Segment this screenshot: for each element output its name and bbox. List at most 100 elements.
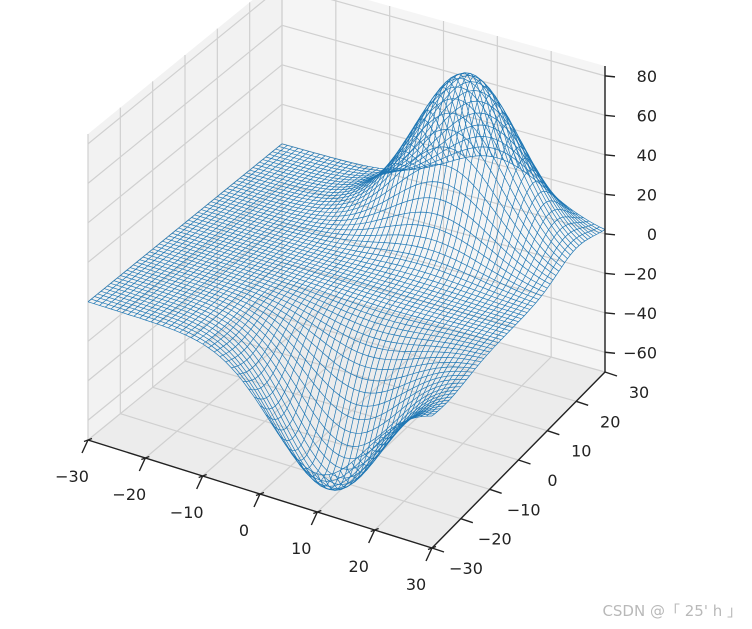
wire-line-y: [278, 146, 603, 232]
wire-line-y: [110, 283, 453, 479]
grid-line-wall-z: [281, 222, 606, 314]
z-tick-mark: [604, 114, 616, 118]
x-tick-label: 30: [406, 575, 426, 594]
wire-line-y: [197, 211, 531, 310]
y-tick-label: 0: [547, 471, 557, 490]
wire-line-y: [217, 196, 548, 289]
wire-line-y: [236, 112, 565, 263]
grid-line-floor-y: [120, 413, 462, 520]
x-tick-label: −20: [112, 485, 146, 504]
z-tick-mark: [604, 154, 616, 157]
wire-line-y: [246, 77, 574, 252]
wire-line-y: [207, 204, 539, 300]
wire-line-y: [194, 214, 528, 313]
x-tick-label: 0: [239, 521, 249, 540]
y-tick-label: 20: [600, 412, 620, 431]
wire-line-y: [272, 124, 597, 235]
wire-line-y: [281, 143, 606, 230]
x-tick-mark: [425, 547, 433, 562]
wire-line-y: [269, 112, 594, 237]
wire-line-y: [210, 201, 542, 297]
wire-line-y: [162, 240, 499, 344]
grid-line-wall-z: [281, 24, 606, 116]
wire-line-y: [129, 267, 470, 407]
y-tick-mark: [489, 488, 502, 494]
grid-line-wall-z: [87, 0, 266, 145]
x-tick-label: −10: [170, 503, 204, 522]
x-tick-mark: [81, 439, 89, 454]
grid-line-wall-z: [87, 24, 283, 184]
z-tick-label: 80: [637, 67, 657, 86]
grid-line-wall-z: [87, 261, 283, 421]
z-tick-mark: [604, 312, 616, 315]
wire-line-y: [201, 209, 534, 307]
x-tick-label: 20: [349, 557, 369, 576]
wire-line-y: [152, 248, 490, 353]
y-tick-mark: [431, 547, 445, 553]
z-tick-mark: [604, 272, 616, 275]
wire-line-y: [265, 100, 591, 238]
z-tick-label: 0: [647, 225, 657, 244]
axes-ticks: −30 −20 −10 0 10 20 30 −30 −20 −10 0 10 20 30 −60 −40 −2…: [55, 67, 657, 594]
wire-line-y: [223, 181, 554, 281]
wire-line-y: [113, 280, 456, 470]
y-tick-mark: [460, 518, 474, 524]
wire-line-y: [184, 222, 519, 323]
x-tick-mark: [368, 529, 376, 544]
watermark-text: CSDN @「 25' h 」: [602, 602, 742, 620]
y-tick-label: 30: [629, 383, 649, 402]
wire-line-y: [171, 232, 508, 334]
z-tick-mark: [604, 75, 616, 78]
wire-line-y: [188, 219, 522, 320]
grid-line-floor-y: [184, 360, 519, 461]
wire-line-y: [136, 261, 476, 382]
wire-line-y: [126, 269, 467, 421]
y-tick-label: 10: [571, 442, 591, 461]
z-tick-mark: [604, 351, 616, 354]
x-tick-mark: [310, 511, 318, 526]
wire-line-y: [233, 129, 563, 268]
x-tick-mark: [138, 457, 146, 472]
z-tick-label: −20: [623, 264, 657, 283]
surface-wireframe: [87, 72, 606, 491]
z-tick-label: 20: [637, 185, 657, 204]
wire-line-y: [256, 75, 583, 244]
z-tick-label: 40: [637, 146, 657, 165]
wire-line-y: [107, 285, 450, 486]
z-tick-label: 60: [637, 106, 657, 125]
x-tick-label: 10: [291, 539, 311, 558]
x-tick-mark: [196, 475, 204, 490]
wire-line-y: [116, 277, 458, 460]
wire-line-y: [146, 254, 484, 359]
wire-line-y: [230, 146, 560, 272]
wire-line-y: [94, 296, 438, 487]
wire-line-y: [249, 73, 577, 249]
wire-line-y: [158, 243, 496, 347]
z-tick-mark: [604, 193, 616, 197]
wire-line-y: [226, 164, 557, 276]
wire-line-y: [252, 72, 580, 246]
y-tick-mark: [547, 430, 560, 436]
wire-line-y: [149, 251, 487, 356]
z-tick-label: −40: [623, 304, 657, 323]
y-tick-mark: [518, 459, 531, 465]
wire-line-y: [239, 98, 568, 259]
wire-line-y: [123, 272, 464, 434]
wire-line-y: [204, 206, 536, 304]
y-tick-label: −10: [507, 500, 541, 519]
wire-line-y: [178, 227, 513, 329]
wire-line-y: [220, 193, 551, 285]
y-tick-label: −30: [449, 559, 483, 578]
z-tick-label: −60: [623, 343, 657, 362]
y-tick-mark: [575, 400, 589, 406]
wire-line-y: [165, 238, 502, 340]
grid-line-wall-z: [87, 103, 283, 263]
y-tick-label: −20: [478, 530, 512, 549]
wire-line-y: [120, 275, 461, 447]
wire-line-y: [87, 301, 433, 476]
wire-line-y: [175, 230, 510, 331]
wire-line-y: [91, 298, 435, 482]
wire-line-y: [214, 198, 545, 293]
wire-line-y: [181, 225, 516, 326]
grid-line-wall-z: [281, 64, 606, 156]
